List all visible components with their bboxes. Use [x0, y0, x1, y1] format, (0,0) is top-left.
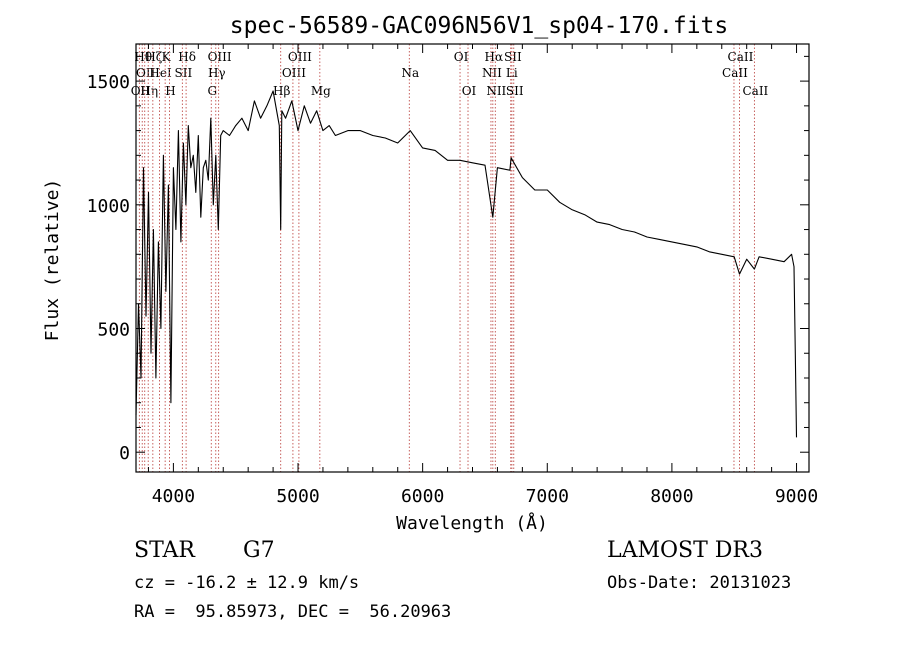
- spectral-line-label: HeI: [149, 66, 172, 80]
- x-tick-label: 7000: [526, 486, 569, 507]
- y-tick-label: 0: [119, 443, 130, 464]
- spectrum-line: [135, 90, 798, 438]
- spectral-line-label: CaII: [722, 66, 748, 80]
- y-tick-label: 500: [97, 320, 130, 341]
- x-tick-label: 9000: [775, 486, 818, 507]
- spectral-line-label: NII: [482, 66, 502, 80]
- spectral-line-label: Hθ: [134, 50, 152, 64]
- spectral-line-label: OI: [462, 84, 477, 98]
- spectral-line-label: Hα: [485, 50, 504, 64]
- spectral-line-label: K: [162, 50, 172, 64]
- spectral-line-label: OI: [454, 50, 469, 64]
- spectral-line-label: OII: [136, 66, 156, 80]
- coordinates-text: RA = 95.85973, DEC = 56.20963: [134, 602, 452, 622]
- spectral-line-label: CaII: [728, 50, 754, 64]
- spectral-lines-layer: OIIHθOIIHηHζHeIKHSIIHδGHγOIIIHβOIIIOIIIM…: [131, 44, 769, 472]
- ticks-layer: 4000 5000 6000 7000 8000 9000 0 500 1000 1500: [87, 44, 818, 507]
- survey-name: LAMOST DR3: [607, 538, 763, 563]
- y-tick-label: 1000: [87, 196, 130, 217]
- object-class: STAR: [134, 538, 195, 563]
- spectral-line-label: H: [165, 84, 175, 98]
- spectral-line-label: OIII: [208, 50, 232, 64]
- spectral-line-label: NII: [486, 84, 506, 98]
- y-tick-label: 1500: [87, 72, 130, 93]
- redshift-text: cz = -16.2 ± 12.9 km/s: [134, 573, 360, 593]
- spectral-line-label: SII: [175, 66, 193, 80]
- spectral-line-label: OIII: [282, 66, 306, 80]
- x-tick-label: 5000: [276, 486, 319, 507]
- spectral-line-label: Hβ: [273, 84, 290, 98]
- spectral-line-label: OIII: [288, 50, 312, 64]
- spectral-line-label: Hη: [140, 84, 158, 98]
- spectral-line-label: SII: [506, 84, 524, 98]
- spectral-line-label: G: [207, 84, 217, 98]
- spectral-line-label: Hγ: [208, 66, 226, 80]
- spectral-line-label: Na: [401, 66, 419, 80]
- x-axis-label: Wavelength (Å): [396, 512, 548, 534]
- spectrum-chart: spec-56589-GAC096N56V1_sp04-170.fits Flu…: [42, 13, 818, 534]
- spectral-line-label: CaII: [742, 84, 768, 98]
- x-tick-label: 6000: [401, 486, 444, 507]
- chart-title: spec-56589-GAC096N56V1_sp04-170.fits: [230, 13, 729, 39]
- y-axis-label: Flux (relative): [42, 179, 63, 342]
- object-subclass: G7: [243, 538, 275, 563]
- spectral-line-label: SII: [504, 50, 522, 64]
- spectral-line-label: Hζ: [145, 50, 162, 64]
- series-layer: [135, 90, 798, 438]
- plot-frame: [135, 43, 810, 473]
- x-tick-label: 8000: [650, 486, 693, 507]
- x-tick-label: 4000: [152, 486, 195, 507]
- spectral-line-label: Mg: [311, 84, 331, 98]
- spectral-line-label: Hδ: [178, 50, 196, 64]
- observation-date: Obs-Date: 20131023: [607, 573, 792, 593]
